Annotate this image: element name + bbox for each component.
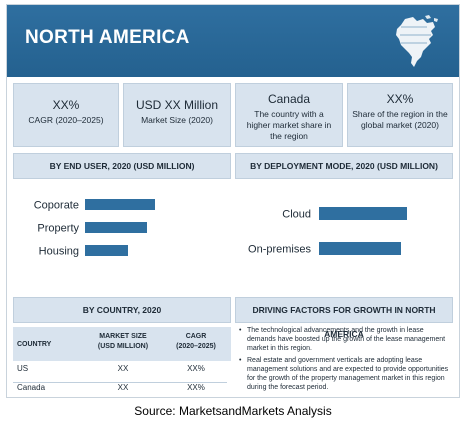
kpi-market-size: USD XX Million Market Size (2020) [123, 83, 231, 147]
driver-item: • The technological advancements and the… [239, 326, 453, 353]
bullet-icon: • [239, 357, 242, 364]
bar-category-label: Housing [39, 246, 79, 258]
kpi-cagr-value: XX% [52, 98, 80, 112]
bar [85, 245, 128, 256]
bar [319, 242, 401, 255]
bar-category-label: On-premises [248, 244, 311, 256]
row-cagr: XX% [187, 383, 205, 392]
col-country: COUNTRY [17, 341, 52, 348]
bullet-icon: • [239, 327, 242, 334]
kpi-region-share-value: XX% [386, 92, 414, 106]
row-country: Canada [17, 383, 46, 392]
driver-item: • Real estate and government verticals a… [239, 356, 453, 392]
row-country: US [17, 364, 29, 373]
row-cagr: XX% [187, 364, 205, 373]
bar-category-label: Coporate [34, 200, 79, 212]
region-title: NORTH AMERICA [25, 27, 190, 48]
bar [85, 199, 155, 210]
bar-category-label: Property [37, 223, 79, 235]
col-cagr-2: (2020–2025) [176, 343, 216, 350]
col-market-size-1: MARKET SIZE [99, 333, 147, 340]
source-note: Source: MarketsandMarkets Analysis [134, 404, 332, 418]
kpi-market-size-value: USD XX Million [135, 98, 219, 112]
section-end-user-title: BY END USER, 2020 (USD MILLION) [13, 153, 231, 179]
kpi-cagr: XX% CAGR (2020–2025) [13, 83, 119, 147]
north-america-map-icon [396, 15, 438, 67]
kpi-market-size-label: Market Size (2020) [141, 115, 213, 125]
table-row: US XX XX% [13, 364, 227, 383]
kpi-top-country: Canada The country with a higher market … [235, 83, 343, 147]
section-deployment-title: BY DEPLOYMENT MODE, 2020 (USD MILLION) [235, 153, 453, 179]
bar [319, 207, 407, 220]
section-country-title: BY COUNTRY, 2020 [13, 297, 231, 323]
table-row: Canada XX XX% [13, 383, 227, 399]
bar-category-label: Cloud [282, 209, 311, 221]
kpi-cagr-label: CAGR (2020–2025) [28, 115, 104, 125]
table-header-row [13, 327, 231, 361]
section-drivers-title: DRIVING FACTORS FOR GROWTH IN NORTH AMER… [235, 297, 453, 339]
deployment-bar-chart: Cloud On-premises [248, 207, 407, 256]
bar [85, 222, 147, 233]
col-market-size-2: (USD MILLION) [97, 343, 149, 350]
kpi-region-share-label: Share of the region in the global market… [352, 109, 448, 130]
driver-text: The technological advancements and the g… [247, 327, 446, 352]
kpi-top-country-value: Canada [267, 92, 311, 106]
kpi-top-country-label: The country with a higher market share i… [246, 109, 332, 141]
driver-text: Real estate and government verticals are… [247, 357, 449, 391]
col-cagr-1: CAGR [185, 333, 207, 340]
row-market-size: XX [117, 383, 129, 392]
header-banner: NORTH AMERICA [7, 5, 459, 77]
kpi-region-share: XX% Share of the region in the global ma… [347, 83, 453, 147]
row-market-size: XX [117, 364, 129, 373]
end-user-bar-chart: Coporate Property Housing [34, 199, 155, 258]
infographic-frame: NORTH AMERICA XX% CAGR (2020–2025) USD X… [6, 4, 460, 398]
